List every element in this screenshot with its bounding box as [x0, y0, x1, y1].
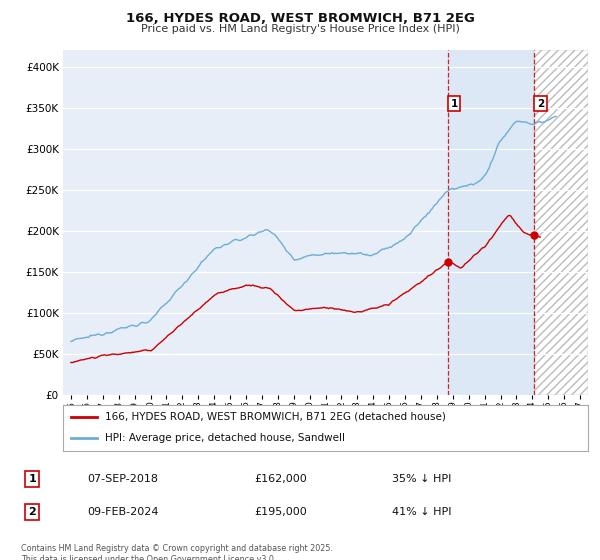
Text: 1: 1 — [451, 99, 458, 109]
Text: 166, HYDES ROAD, WEST BROMWICH, B71 2EG: 166, HYDES ROAD, WEST BROMWICH, B71 2EG — [125, 12, 475, 25]
Text: 35% ↓ HPI: 35% ↓ HPI — [392, 474, 452, 484]
Text: 2: 2 — [537, 99, 544, 109]
Text: 07-SEP-2018: 07-SEP-2018 — [87, 474, 158, 484]
Bar — [534, 50, 588, 395]
Text: 41% ↓ HPI: 41% ↓ HPI — [392, 507, 452, 517]
Text: HPI: Average price, detached house, Sandwell: HPI: Average price, detached house, Sand… — [105, 433, 345, 443]
Text: £162,000: £162,000 — [254, 474, 307, 484]
Text: Price paid vs. HM Land Registry's House Price Index (HPI): Price paid vs. HM Land Registry's House … — [140, 24, 460, 34]
Text: 2: 2 — [28, 507, 36, 517]
Bar — [534, 50, 588, 395]
Bar — [448, 50, 534, 395]
Text: 166, HYDES ROAD, WEST BROMWICH, B71 2EG (detached house): 166, HYDES ROAD, WEST BROMWICH, B71 2EG … — [105, 412, 446, 422]
Text: 09-FEB-2024: 09-FEB-2024 — [87, 507, 158, 517]
Text: Contains HM Land Registry data © Crown copyright and database right 2025.
This d: Contains HM Land Registry data © Crown c… — [21, 544, 333, 560]
Text: £195,000: £195,000 — [254, 507, 307, 517]
Text: 1: 1 — [28, 474, 36, 484]
